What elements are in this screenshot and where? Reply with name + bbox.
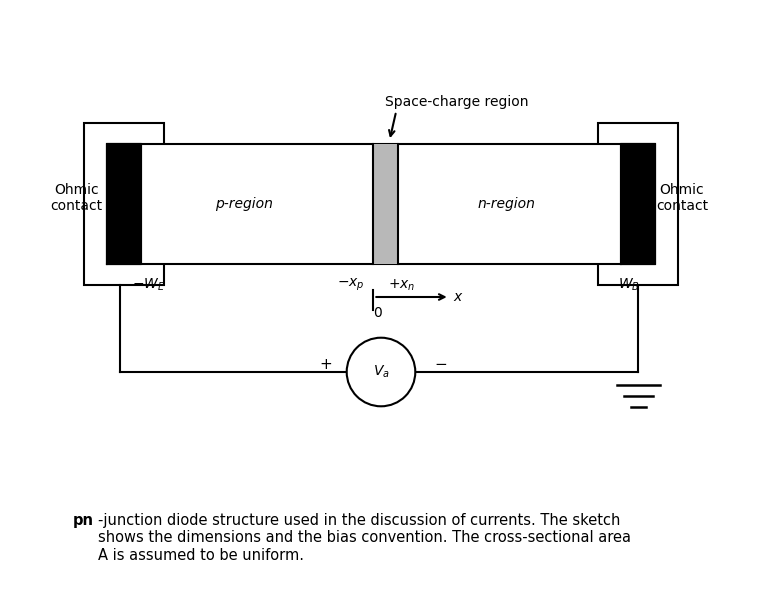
Bar <box>107 144 655 264</box>
Text: $x$: $x$ <box>453 290 464 304</box>
Bar <box>621 144 655 264</box>
Bar <box>373 144 398 264</box>
Bar <box>621 144 655 264</box>
Bar <box>107 144 141 264</box>
Bar <box>84 123 164 285</box>
Text: $-W_E$: $-W_E$ <box>132 277 165 293</box>
Text: $+x_n$: $+x_n$ <box>388 277 415 293</box>
Text: n-region: n-region <box>478 197 536 211</box>
Text: pn: pn <box>72 513 94 528</box>
Text: $-x_p$: $-x_p$ <box>338 277 365 293</box>
Text: Space-charge region: Space-charge region <box>386 95 529 109</box>
Bar <box>107 144 141 264</box>
Text: $W_B$: $W_B$ <box>618 277 639 293</box>
Text: Ohmic
contact: Ohmic contact <box>50 183 102 213</box>
Text: Ohmic
contact: Ohmic contact <box>656 183 708 213</box>
Bar <box>598 123 678 285</box>
Text: -junction diode structure used in the discussion of currents. The sketch
shows t: -junction diode structure used in the di… <box>98 513 630 563</box>
Ellipse shape <box>347 338 415 406</box>
Text: $V_a$: $V_a$ <box>373 364 389 380</box>
Text: 0: 0 <box>373 306 382 320</box>
Text: −: − <box>434 356 447 371</box>
Text: +: + <box>320 356 332 371</box>
Text: p-region: p-region <box>215 197 273 211</box>
